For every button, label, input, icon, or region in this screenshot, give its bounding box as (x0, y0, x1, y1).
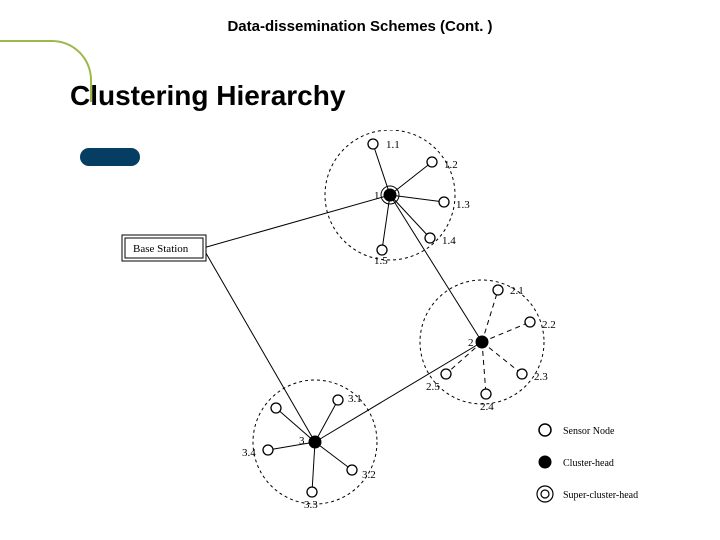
sensor-label: 2.1 (510, 285, 524, 297)
legend-label: Super-cluster-head (563, 490, 638, 501)
spoke-edge (482, 342, 486, 394)
sensor-node (271, 403, 281, 413)
sensor-label: 2.3 (534, 371, 548, 383)
sensor-node (263, 445, 273, 455)
spoke-edge (482, 322, 530, 342)
spoke-edge (373, 144, 390, 195)
sensor-label: 1.2 (444, 159, 458, 171)
spoke-edge (276, 408, 315, 442)
legend-super-icon (537, 486, 553, 502)
sensor-label: 3.3 (304, 499, 318, 511)
legend-label: Sensor Node (563, 426, 615, 437)
sensor-node (368, 139, 378, 149)
cluster-head-label: 2 (468, 337, 474, 349)
base-station-label: Base Station (133, 243, 189, 255)
spoke-edge (315, 400, 338, 442)
cluster-head-label: 1 (374, 190, 380, 202)
spoke-edge (482, 342, 522, 374)
clustering-diagram: 1.1 1.2 1.3 1.4 1.5 2.1 2.2 2.3 2.4 2.5 3.1 3.2 3.3 3… (90, 130, 690, 530)
sensor-node (439, 197, 449, 207)
sensor-node (493, 285, 503, 295)
sensor-label: 1.4 (442, 235, 456, 247)
sensor-node (333, 395, 343, 405)
sensor-label: 1.1 (386, 139, 400, 151)
sensor-label: 3.4 (242, 447, 256, 459)
cluster-head (384, 189, 396, 201)
spoke-edge (390, 162, 432, 195)
sensor-node (517, 369, 527, 379)
sensor-label: 2.5 (426, 381, 440, 393)
spoke-edge (268, 442, 315, 450)
cluster-head (476, 336, 488, 348)
sensor-node (441, 369, 451, 379)
slide-title: Clustering Hierarchy (70, 80, 345, 112)
backbone-edge (315, 342, 482, 442)
legend-sensor-icon (539, 424, 551, 436)
sensor-node (307, 487, 317, 497)
sensor-label: 3.1 (348, 393, 362, 405)
slide-header: Data-dissemination Schemes (Cont. ) (0, 18, 720, 35)
spoke-edge (482, 290, 498, 342)
legend-label: Cluster-head (563, 458, 614, 469)
cluster-head (309, 436, 321, 448)
sensor-label: 2.2 (542, 319, 556, 331)
sensor-label: 2.4 (480, 401, 494, 413)
sensor-node (347, 465, 357, 475)
cluster-head-label: 3 (299, 435, 305, 447)
sensor-node (481, 389, 491, 399)
sensor-node (377, 245, 387, 255)
sensor-node (525, 317, 535, 327)
spoke-edge (446, 342, 482, 374)
legend-super-icon (541, 490, 549, 498)
legend-head-icon (539, 456, 551, 468)
backbone-edge (203, 195, 390, 248)
sensor-node (425, 233, 435, 243)
spoke-edge (315, 442, 352, 470)
backbone-edge (390, 195, 482, 342)
sensor-label: 1.3 (456, 199, 470, 211)
spoke-edge (312, 442, 315, 492)
backbone-edge (203, 248, 315, 442)
sensor-node (427, 157, 437, 167)
sensor-label: 3.2 (362, 469, 376, 481)
sensor-label: 1.5 (374, 255, 388, 267)
